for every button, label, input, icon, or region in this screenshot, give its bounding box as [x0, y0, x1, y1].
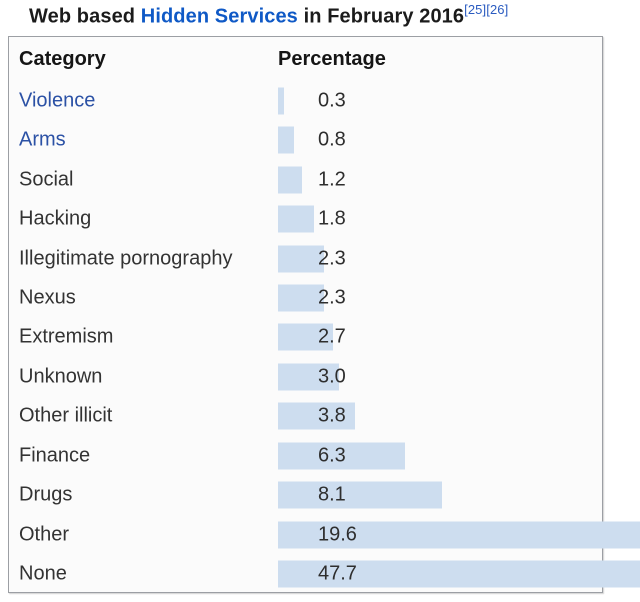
category-label: Social [19, 168, 74, 191]
category-label: Nexus [19, 286, 76, 309]
percentage-value: 1.8 [318, 207, 346, 230]
table-row: Nexus 2.3 [9, 278, 602, 317]
table-row: Extremism 2.7 [9, 318, 602, 357]
hidden-services-link[interactable]: Hidden Services [140, 5, 298, 28]
percentage-bar [278, 481, 442, 509]
percentage-value: 2.7 [318, 325, 346, 348]
percentage-bar [278, 521, 640, 549]
page-title: Web based Hidden Services in February 20… [29, 2, 509, 29]
category-label: Hacking [19, 207, 92, 230]
title-text-suffix: in February 2016 [297, 5, 465, 28]
table-row: Drugs 8.1 [9, 476, 602, 515]
percentage-bar [278, 363, 339, 391]
category-label: Other [19, 523, 70, 546]
percentage-bar [278, 284, 325, 312]
percentage-value: 2.3 [318, 247, 346, 270]
percentage-value: 6.3 [318, 444, 346, 467]
category-label: None [19, 562, 67, 585]
table-row: Finance 6.3 [9, 436, 602, 475]
category-label: Extremism [19, 325, 114, 348]
table-row: Other 19.6 [9, 515, 640, 554]
table-row: Arms 0.8 [9, 120, 602, 159]
percentage-bar [278, 245, 325, 273]
reference-link-26[interactable]: [26] [486, 2, 509, 17]
title-text-prefix: Web based [29, 5, 141, 28]
percentage-value: 47.7 [318, 562, 357, 585]
hidden-services-table: Category Percentage Violence 0.3 Arms 0.… [8, 36, 640, 593]
percentage-bar [278, 402, 355, 430]
table-row: Hacking 1.8 [9, 199, 602, 238]
percentage-value: 1.2 [318, 168, 346, 191]
category-label: Other illicit [19, 404, 113, 427]
table-row: Other illicit 3.8 [9, 397, 602, 436]
table-row: None 47.7 [9, 554, 640, 593]
table-row: Unknown 3.0 [9, 357, 602, 396]
table-row: Social 1.2 [9, 160, 602, 199]
percentage-bar [278, 126, 295, 154]
percentage-bar [278, 166, 303, 194]
category-label: Drugs [19, 483, 73, 506]
percentage-bar [278, 323, 333, 351]
table-row: Illegitimate pornography 2.3 [9, 239, 602, 278]
percentage-bar [278, 87, 285, 115]
percentage-bar [278, 560, 640, 588]
table-header-row: Category Percentage [9, 37, 602, 81]
percentage-bar [278, 442, 406, 470]
percentage-value: 19.6 [318, 523, 357, 546]
percentage-value: 3.8 [318, 404, 346, 427]
percentage-value: 0.8 [318, 128, 346, 151]
column-header-category: Category [19, 48, 106, 70]
percentage-value: 3.0 [318, 365, 346, 388]
column-header-percentage: Percentage [278, 48, 386, 70]
category-label: Illegitimate pornography [19, 247, 233, 270]
percentage-bar [278, 205, 315, 233]
table-row: Violence 0.3 [9, 81, 602, 120]
percentage-value: 2.3 [318, 286, 346, 309]
percentage-value: 8.1 [318, 483, 346, 506]
category-label: Unknown [19, 365, 103, 388]
category-label: Finance [19, 444, 91, 467]
category-link[interactable]: Violence [19, 89, 96, 112]
percentage-value: 0.3 [318, 89, 346, 112]
reference-link-25[interactable]: [25] [464, 2, 487, 17]
category-link[interactable]: Arms [19, 128, 66, 151]
